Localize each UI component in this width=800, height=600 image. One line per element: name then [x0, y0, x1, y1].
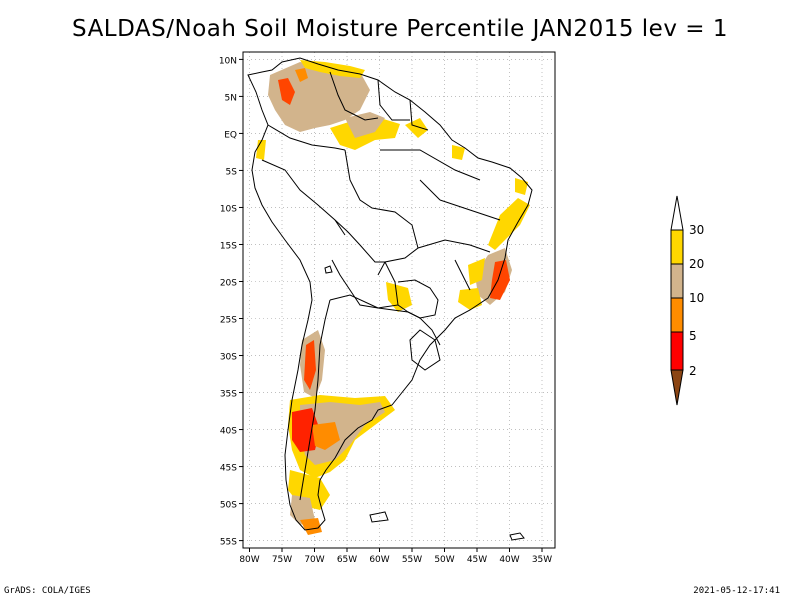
- coastline-layer: [247, 57, 533, 541]
- grid-lines: [243, 52, 555, 548]
- lon-label: 80W: [239, 555, 259, 565]
- footer-timestamp: 2021-05-12-17:41: [693, 586, 780, 596]
- shade-ne-yellow: [488, 198, 530, 250]
- lon-label: 65W: [337, 555, 357, 565]
- lat-label: 45S: [220, 464, 237, 474]
- shade-pat-tan: [300, 402, 385, 465]
- shade-andes-red: [304, 340, 316, 390]
- border-uruguay: [409, 329, 441, 371]
- shade-east-red: [490, 260, 510, 300]
- longitude-labels: 80W 75W 70W 65W 60W 55W 50W 45W 40W 35W: [239, 548, 552, 565]
- lat-label: 20S: [220, 278, 237, 288]
- malvinas: [369, 511, 389, 523]
- lat-label: 10S: [220, 204, 237, 214]
- shade-sp-yellow: [458, 288, 482, 310]
- map-frame: [242, 51, 556, 549]
- lat-label: 5S: [226, 167, 238, 177]
- shade-south-tan: [290, 495, 315, 525]
- latitude-labels: 10N 5N EQ 5S 10S 15S 20S 25S 30S 35S 40S 45S 50S 55S: [219, 56, 243, 548]
- lat-label: 30S: [220, 353, 237, 363]
- lon-label: 45W: [467, 555, 487, 565]
- legend-swatch-20-30: [670, 229, 684, 265]
- lon-label: 35W: [532, 555, 552, 565]
- border-venezuela: [329, 71, 379, 121]
- border-guyana: [377, 79, 410, 121]
- shade-pat-orange: [312, 422, 340, 450]
- shade-ecuador: [256, 140, 266, 160]
- lon-label: 55W: [402, 555, 422, 565]
- shade-east-yellow: [468, 258, 485, 285]
- lat-label: 55S: [220, 538, 237, 548]
- legend-label: 10: [689, 291, 704, 305]
- south-america-coast: [247, 57, 533, 531]
- shade-central-yellow: [386, 282, 412, 312]
- lon-label: 60W: [369, 555, 389, 565]
- lat-label: 15S: [220, 241, 237, 251]
- shade-north-red: [278, 78, 295, 105]
- legend-swatch-below2: [670, 369, 684, 406]
- legend-swatch-2-5: [670, 331, 684, 371]
- border-suriname: [409, 99, 429, 131]
- footer-credit: GrADS: COLA/IGES: [4, 586, 91, 596]
- legend-swatch-above30: [670, 195, 684, 231]
- legend-label: 30: [689, 223, 704, 237]
- border-chile-argentina: [299, 299, 331, 501]
- border-brazil-interior: [417, 239, 491, 253]
- lon-label: 70W: [304, 555, 324, 565]
- lat-label: 5N: [225, 93, 237, 103]
- border-argentina-north: [329, 294, 441, 346]
- border-brazil-west: [344, 149, 419, 276]
- shade-tip-orange: [300, 518, 322, 535]
- lon-label: 40W: [499, 555, 519, 565]
- legend-colorbar: 30 20 10 5 2: [670, 195, 704, 406]
- shade-ne-yellow2: [515, 178, 528, 195]
- lat-label: EQ: [224, 130, 237, 140]
- shade-north-red2: [295, 68, 308, 82]
- percentile-shading: [256, 60, 530, 535]
- lake-titicaca: [324, 265, 333, 274]
- legend-label: 20: [689, 257, 704, 271]
- lat-label: 35S: [220, 390, 237, 400]
- border-peru: [261, 159, 346, 236]
- legend-label: 2: [689, 364, 697, 378]
- shade-north-yellow: [300, 60, 365, 78]
- lon-label: 75W: [272, 555, 292, 565]
- border-bolivia: [331, 219, 399, 309]
- shade-north-tan: [268, 62, 370, 132]
- shade-guiana: [405, 118, 428, 138]
- border-colombia: [267, 124, 346, 151]
- lat-label: 25S: [220, 316, 237, 326]
- map-title: SALDAS/Noah Soil Moisture Percentile JAN…: [72, 16, 728, 42]
- shade-amapa: [452, 145, 465, 160]
- lon-label: 50W: [434, 555, 454, 565]
- legend-swatch-10-20: [670, 263, 684, 299]
- lat-label: 10N: [219, 56, 237, 66]
- legend-swatch-5-10: [670, 297, 684, 333]
- state-lines: [380, 149, 501, 291]
- south-georgia: [509, 532, 525, 541]
- lat-label: 40S: [220, 427, 237, 437]
- legend-label: 5: [689, 329, 697, 343]
- lat-label: 50S: [220, 501, 237, 511]
